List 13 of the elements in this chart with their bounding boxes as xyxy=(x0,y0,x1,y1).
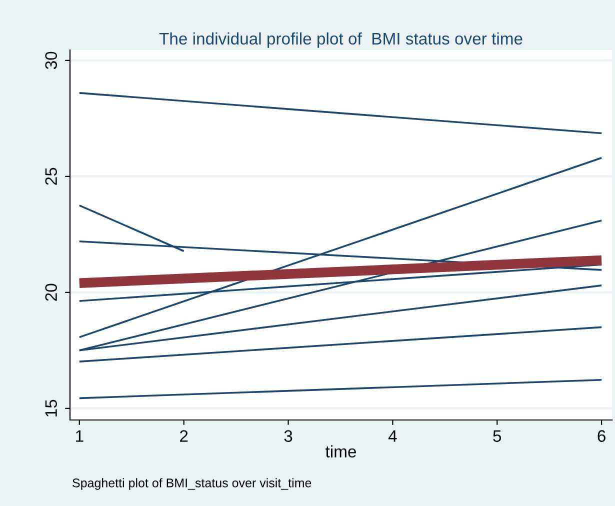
x-tick-label: 2 xyxy=(180,430,188,442)
y-tick-label: 25 xyxy=(45,168,57,185)
y-tick-label: 15 xyxy=(45,400,57,416)
y-tick-label: 20 xyxy=(45,284,57,301)
x-tick-label: 4 xyxy=(388,430,397,442)
x-tick-label: 5 xyxy=(493,430,502,442)
y-tick-label: 30 xyxy=(45,52,57,70)
x-axis-title: time xyxy=(326,445,356,458)
x-tick-label: 1 xyxy=(76,430,84,442)
chart-title: The individual profile plot of BMI status over time xyxy=(159,32,522,48)
x-tick-label: 3 xyxy=(284,430,292,442)
text: Spaghetti plot of BMI_status over visit_time xyxy=(72,478,312,490)
x-tick-label: 6 xyxy=(598,430,606,442)
